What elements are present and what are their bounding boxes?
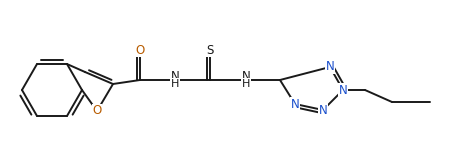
- Text: O: O: [92, 104, 101, 117]
- Text: N: N: [339, 83, 348, 97]
- Text: N: N: [242, 69, 250, 82]
- Text: N: N: [290, 98, 299, 110]
- Text: S: S: [207, 44, 214, 57]
- Text: N: N: [319, 104, 327, 116]
- Text: N: N: [325, 60, 334, 74]
- Text: H: H: [242, 79, 250, 89]
- Text: H: H: [171, 79, 179, 89]
- Text: O: O: [136, 44, 145, 57]
- Text: N: N: [171, 69, 179, 82]
